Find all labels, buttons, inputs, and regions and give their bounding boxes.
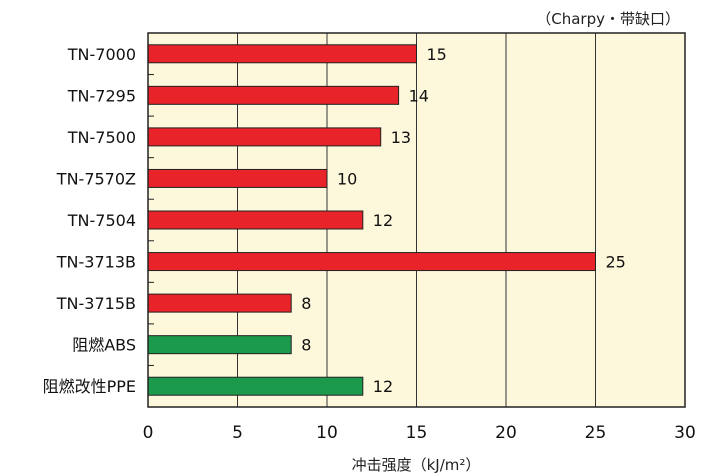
category-label: TN-7500 <box>67 128 136 147</box>
bars <box>147 44 596 396</box>
data-label: 12 <box>373 211 393 230</box>
plot-frame <box>147 32 686 408</box>
category-labels: TN-7000 TN-7295 TN-7500 TN-7570Z TN-7504 TN-3… <box>43 45 136 396</box>
x-tick-label: 20 <box>495 423 517 443</box>
x-tick-label: 15 <box>406 423 428 443</box>
bar <box>147 335 292 355</box>
category-label: TN-7570Z <box>56 169 136 188</box>
data-label: 13 <box>391 128 411 147</box>
data-label: 12 <box>373 377 393 396</box>
bar <box>147 85 400 105</box>
category-label: 阻燃ABS <box>72 336 136 355</box>
x-tick-label: 25 <box>585 423 607 443</box>
chart-annotation: （Charpy・带缺口） <box>536 10 680 28</box>
bar <box>147 376 364 396</box>
category-label: TN-3715B <box>56 294 136 313</box>
data-label: 8 <box>301 294 311 313</box>
x-tick-labels: 0 5 10 15 20 25 30 <box>143 423 696 443</box>
bar <box>147 127 382 147</box>
category-label: TN-7000 <box>67 45 136 64</box>
x-axis-title: 冲击强度（kJ/m²） <box>352 456 481 474</box>
data-label: 14 <box>409 86 429 105</box>
data-labels: 15 14 13 10 12 25 8 8 12 <box>301 45 626 396</box>
category-label: 阻燃改性PPE <box>43 377 136 396</box>
x-tick-label: 5 <box>232 423 243 443</box>
data-label: 15 <box>427 45 447 64</box>
bar <box>147 168 328 188</box>
x-tick-label: 30 <box>674 423 696 443</box>
category-label: TN-7504 <box>67 211 136 230</box>
minor-ticks <box>148 74 154 366</box>
bar <box>147 44 417 64</box>
data-label: 8 <box>301 336 311 355</box>
category-label: TN-7295 <box>67 86 136 105</box>
x-tick-label: 0 <box>143 423 154 443</box>
category-label: TN-3713B <box>56 253 136 272</box>
data-label: 25 <box>606 253 626 272</box>
bar <box>147 210 364 230</box>
data-label: 10 <box>337 169 357 188</box>
bar <box>147 293 292 313</box>
x-tick-label: 10 <box>316 423 338 443</box>
bar <box>147 252 596 272</box>
